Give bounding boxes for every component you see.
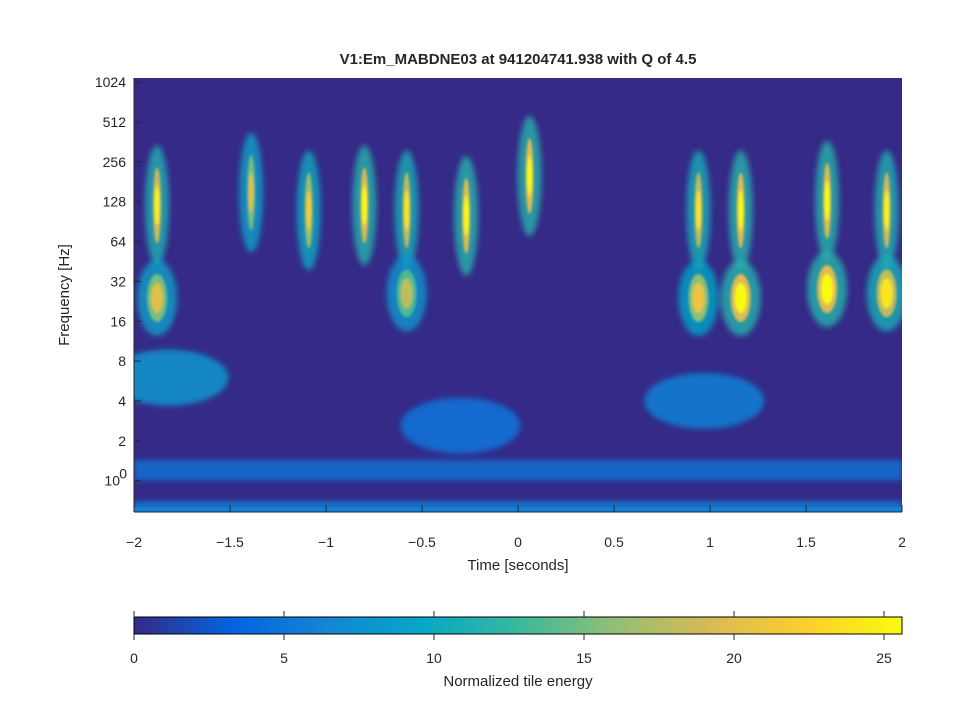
glitch-core	[884, 190, 890, 231]
x-tick-label: 0.5	[604, 534, 624, 550]
x-tick-label: −0.5	[408, 534, 436, 550]
y-tick-label: 2	[118, 433, 126, 449]
glitch-core	[527, 156, 533, 197]
glitch-core	[400, 278, 413, 309]
glitch-core	[151, 282, 164, 313]
colorbar-label: Normalized tile energy	[443, 673, 593, 690]
heatmap-background	[134, 78, 902, 512]
colorbar-tick-label: 15	[576, 650, 592, 666]
y-axis-label: Frequency [Hz]	[56, 244, 73, 346]
colorbar-tick-label: 0	[130, 650, 138, 666]
x-tick-label: 2	[898, 534, 906, 550]
glitch-core	[695, 190, 701, 231]
x-tick-label: −1	[318, 534, 334, 550]
glitch-core	[692, 282, 705, 313]
y-tick-label: 8	[118, 353, 126, 369]
x-tick-label: −2	[126, 534, 142, 550]
heatmap-blob	[644, 372, 765, 429]
x-axis-label: Time [seconds]	[467, 557, 568, 574]
y-tick-label: 256	[103, 154, 127, 170]
y-tick-exponent: 0	[119, 466, 127, 482]
colorbar-tick-label: 25	[876, 650, 892, 666]
chart-title: V1:Em_MABDNE03 at 941204741.938 with Q o…	[340, 51, 697, 68]
plot-area	[134, 78, 902, 512]
glitch-core	[154, 185, 160, 226]
x-tick-label: 1	[706, 534, 714, 550]
x-tick-label: 1.5	[796, 534, 816, 550]
glitch-core	[824, 180, 830, 221]
y-axis: 10 0 2 4 8 16 32 64 128 256 512 1024	[95, 74, 141, 512]
glitch-core	[880, 278, 893, 309]
glitch-core	[738, 190, 744, 231]
glitch-core	[404, 190, 410, 231]
y-tick-label: 4	[118, 393, 126, 409]
glitch-core	[821, 274, 834, 305]
glitch-core	[306, 190, 312, 231]
heatmap-blob	[134, 349, 229, 406]
x-axis: −2 −1.5 −1 −0.5 0 0.5 1 1.5 2	[126, 505, 906, 550]
x-tick-label: 0	[514, 534, 522, 550]
y-tick-label: 16	[110, 313, 126, 329]
glitch-core	[734, 282, 747, 313]
glitch-core	[248, 172, 254, 213]
y-tick-label: 10	[104, 473, 120, 489]
y-tick-label: 1024	[95, 74, 126, 90]
heatmap-blob	[400, 397, 521, 454]
colorbar-tick-label: 20	[726, 650, 742, 666]
colorbar-tick-label: 10	[426, 650, 442, 666]
colorbar-tick-label: 5	[280, 650, 288, 666]
y-tick-label: 512	[103, 114, 127, 130]
heatmap-band	[134, 460, 902, 481]
colorbar: 0 5 10 15 20 25	[130, 611, 903, 666]
y-tick-label: 64	[110, 234, 126, 250]
glitch-core	[361, 185, 367, 226]
glitch-core	[463, 195, 469, 236]
colorbar-gradient	[133, 616, 903, 635]
y-tick-label: 128	[103, 194, 127, 210]
x-tick-label: −1.5	[216, 534, 244, 550]
y-tick-label: 32	[110, 273, 126, 289]
